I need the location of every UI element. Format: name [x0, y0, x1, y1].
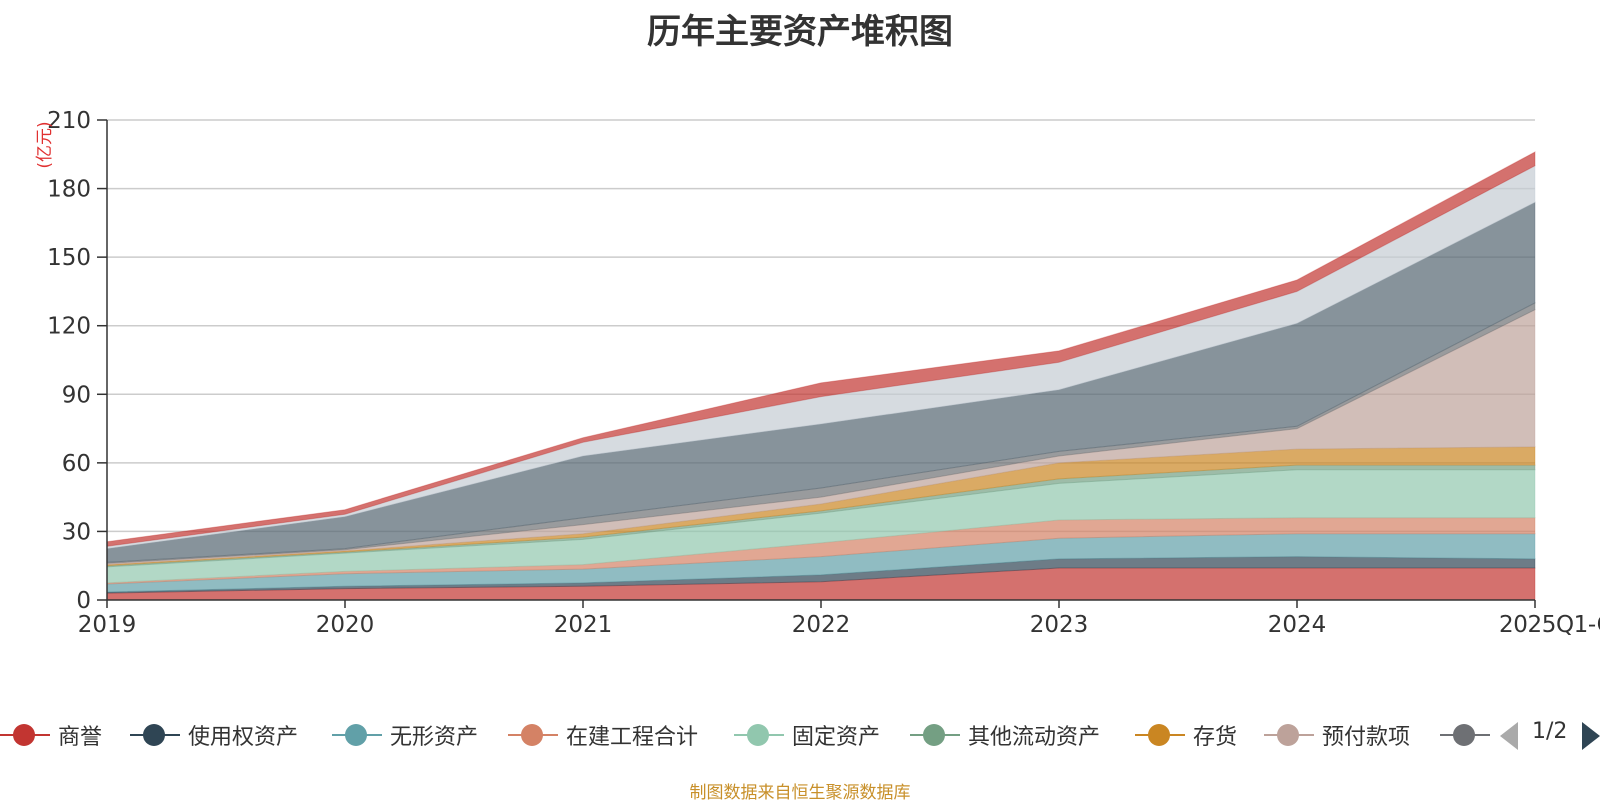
legend-dot-icon: [13, 724, 35, 746]
y-tick-label: 30: [62, 519, 91, 545]
x-tick-label: 2022: [792, 612, 851, 638]
area-series-11[interactable]: [106, 151, 1536, 547]
y-tick-label: 210: [47, 108, 91, 134]
legend-dot-icon: [1453, 724, 1475, 746]
x-tick-label: 2025Q1-Q3: [1499, 612, 1600, 638]
legend-dot-icon: [1277, 724, 1299, 746]
legend-label: 使用权资产: [188, 725, 299, 750]
pager-prev-arrow-icon[interactable]: [1500, 722, 1518, 750]
x-tick-label: 2020: [316, 612, 375, 638]
chart-title: 历年主要资产堆积图: [647, 12, 953, 52]
y-tick-label: 90: [62, 382, 91, 408]
legend-label: 固定资产: [792, 725, 881, 750]
data-source-note: 制图数据来自恒生聚源数据库: [689, 783, 911, 803]
y-axis-unit-label: (亿元): [35, 121, 55, 168]
y-tick-label: 120: [47, 314, 91, 340]
legend-label: 无形资产: [390, 725, 479, 750]
area-series-7[interactable]: [106, 308, 1536, 566]
legend-dot-icon: [143, 724, 165, 746]
axes: 0 30 60 90 120 150 180 210 2019 2020 2021 2022 2023 2…: [47, 108, 1600, 638]
area-series-9[interactable]: [106, 201, 1536, 563]
y-tick-label: 150: [47, 245, 91, 271]
legend-dot-icon: [345, 724, 367, 746]
y-tick-label: 60: [62, 451, 91, 477]
legend-label: 预付款项: [1322, 725, 1411, 750]
stacked-areas: [106, 151, 1536, 601]
legend-dot-icon: [747, 724, 769, 746]
y-tick-label: 0: [76, 588, 91, 614]
area-series-10[interactable]: [106, 164, 1536, 550]
pager-next-arrow-icon[interactable]: [1582, 722, 1600, 750]
y-tick-label: 180: [47, 177, 91, 203]
area-series-2[interactable]: [106, 533, 1536, 593]
legend-dot-icon: [521, 724, 543, 746]
area-series-4[interactable]: [106, 469, 1536, 584]
x-tick-label: 2023: [1030, 612, 1089, 638]
x-tick-label: 2024: [1268, 612, 1327, 638]
legend-dot-icon: [923, 724, 945, 746]
pager-page-indicator: 1/2: [1532, 719, 1568, 744]
x-tick-label: 2021: [554, 612, 613, 638]
chart-canvas: 0 30 60 90 120 150 180 210 2019 2020 2021 2022 2023 2…: [35, 108, 1600, 638]
legend-pager: 1/2: [1500, 717, 1600, 753]
legend-dot-icon: [1148, 724, 1170, 746]
x-tick-label: 2019: [78, 612, 137, 638]
legend-label: 在建工程合计: [566, 725, 699, 750]
legend-label: 其他流动资产: [968, 725, 1101, 750]
legend-label: 商誉: [58, 725, 103, 750]
legend-label: 存货: [1193, 725, 1238, 750]
